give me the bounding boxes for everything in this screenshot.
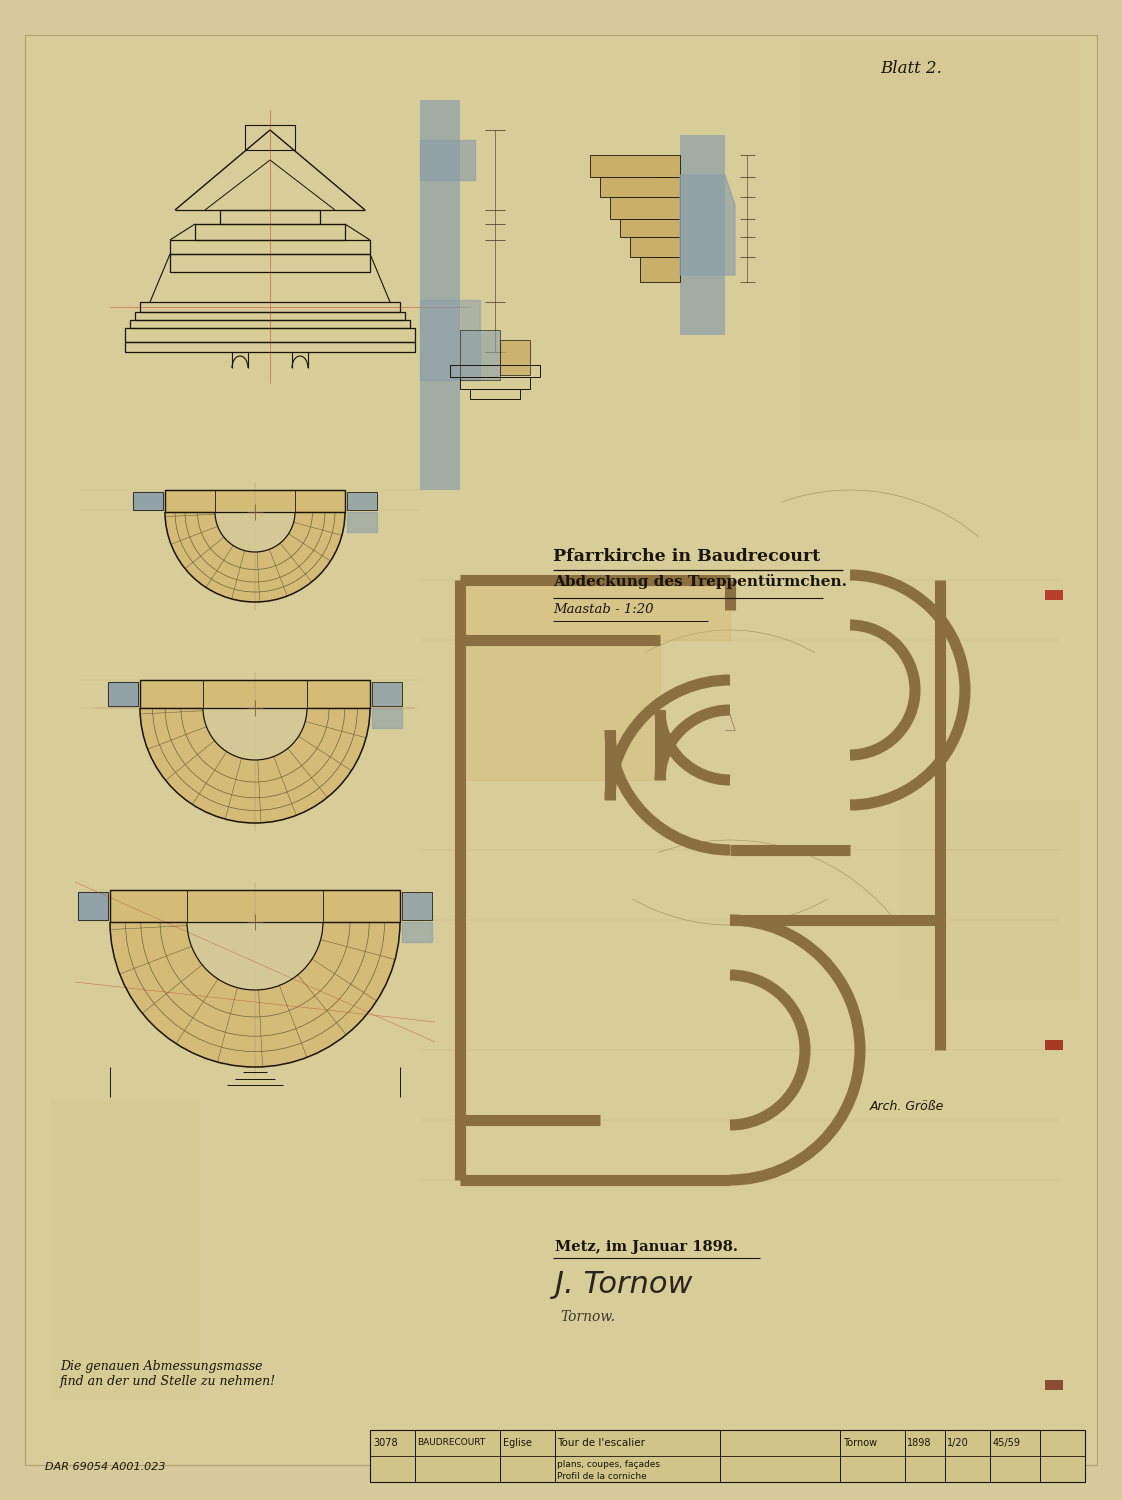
Polygon shape bbox=[460, 640, 660, 780]
Text: Metz, im Januar 1898.: Metz, im Januar 1898. bbox=[555, 1240, 738, 1254]
Text: Blatt 2.: Blatt 2. bbox=[880, 60, 941, 76]
Bar bbox=[347, 492, 377, 510]
Bar bbox=[110, 890, 401, 922]
Bar bbox=[134, 492, 163, 510]
Text: BAUDRECOURT: BAUDRECOURT bbox=[417, 1438, 485, 1448]
Bar bbox=[420, 100, 460, 490]
Bar bbox=[125, 328, 415, 342]
Text: Abdeckung des Treppentürmchen.: Abdeckung des Treppentürmchen. bbox=[553, 574, 847, 590]
Text: Tour de l'escalier: Tour de l'escalier bbox=[557, 1438, 645, 1448]
Bar bbox=[370, 1430, 1085, 1482]
Bar bbox=[450, 364, 540, 376]
Polygon shape bbox=[140, 708, 370, 824]
Bar bbox=[800, 40, 1080, 439]
Polygon shape bbox=[165, 512, 344, 602]
Polygon shape bbox=[110, 922, 401, 1066]
Bar bbox=[140, 680, 370, 708]
Text: 3078: 3078 bbox=[373, 1438, 397, 1448]
Text: Die genauen Abmessungsmasse
find an der und Stelle zu nehmen!: Die genauen Abmessungsmasse find an der … bbox=[59, 1360, 276, 1388]
Bar bbox=[500, 340, 530, 375]
Polygon shape bbox=[215, 512, 295, 552]
Bar bbox=[460, 330, 500, 380]
Polygon shape bbox=[108, 682, 138, 706]
Bar bbox=[900, 800, 1080, 1000]
Polygon shape bbox=[402, 922, 432, 942]
Text: DAR 69054 A001.023: DAR 69054 A001.023 bbox=[45, 1462, 166, 1472]
Bar bbox=[1045, 590, 1063, 600]
Polygon shape bbox=[373, 708, 402, 728]
Polygon shape bbox=[680, 176, 735, 274]
Polygon shape bbox=[420, 300, 480, 380]
Text: J. Tornow: J. Tornow bbox=[555, 1270, 692, 1299]
Bar bbox=[470, 388, 519, 399]
Bar bbox=[135, 312, 405, 320]
Bar bbox=[640, 256, 680, 282]
Text: Tornow.: Tornow. bbox=[560, 1310, 615, 1324]
Bar bbox=[108, 682, 138, 706]
Text: Tornow: Tornow bbox=[843, 1438, 877, 1448]
Bar bbox=[220, 210, 320, 224]
Polygon shape bbox=[203, 708, 307, 760]
Text: 1/20: 1/20 bbox=[947, 1438, 968, 1448]
Polygon shape bbox=[460, 580, 730, 640]
Bar bbox=[1045, 1040, 1063, 1050]
Text: 1898: 1898 bbox=[907, 1438, 931, 1448]
Text: Profil de la corniche: Profil de la corniche bbox=[557, 1472, 646, 1480]
Bar bbox=[629, 237, 680, 256]
Bar bbox=[245, 124, 295, 150]
Text: Arch. Größe: Arch. Größe bbox=[870, 1100, 945, 1113]
Bar bbox=[165, 490, 344, 512]
Bar bbox=[620, 219, 680, 237]
Bar bbox=[195, 224, 344, 240]
Text: plans, coupes, façades: plans, coupes, façades bbox=[557, 1460, 660, 1468]
Polygon shape bbox=[347, 512, 377, 532]
Polygon shape bbox=[420, 140, 475, 180]
Bar bbox=[125, 342, 415, 352]
Bar bbox=[79, 892, 108, 920]
Bar bbox=[171, 240, 370, 254]
Bar bbox=[373, 682, 402, 706]
Bar bbox=[600, 177, 680, 197]
Bar bbox=[460, 376, 530, 388]
Bar bbox=[140, 302, 401, 312]
Bar bbox=[50, 1100, 200, 1400]
Polygon shape bbox=[79, 892, 108, 920]
Text: Pfarrkirche in Baudrecourt: Pfarrkirche in Baudrecourt bbox=[553, 548, 820, 566]
Bar bbox=[171, 254, 370, 272]
Polygon shape bbox=[134, 492, 163, 510]
Bar bbox=[590, 154, 680, 177]
Bar bbox=[1045, 1380, 1063, 1390]
Text: 45/59: 45/59 bbox=[993, 1438, 1021, 1448]
Text: Eglise: Eglise bbox=[503, 1438, 532, 1448]
Text: Maastab - 1:20: Maastab - 1:20 bbox=[553, 603, 653, 616]
Bar bbox=[680, 135, 725, 334]
Bar bbox=[610, 196, 680, 219]
Polygon shape bbox=[187, 922, 323, 990]
Bar bbox=[130, 320, 410, 328]
Bar bbox=[402, 892, 432, 920]
